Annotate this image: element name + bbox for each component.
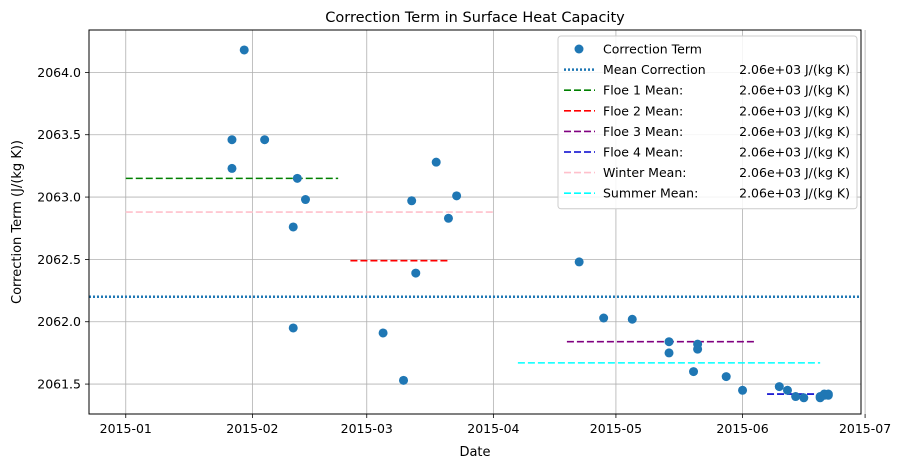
data-point — [227, 163, 237, 173]
y-tick-label: 2063.5 — [37, 127, 81, 142]
data-point — [227, 135, 237, 145]
data-point — [378, 328, 388, 338]
legend-label: Floe 4 Mean: — [603, 145, 683, 160]
y-axis-label: Correction Term (J/(kg K)) — [10, 140, 25, 304]
data-points — [227, 45, 833, 403]
x-axis-ticks: 2015-01 2015-02 2015-03 2015-04 2015-05 2015-… — [100, 414, 891, 436]
data-point — [782, 385, 792, 395]
data-point — [721, 372, 731, 382]
y-axis-ticks: 2061.5 2062.0 2062.5 2063.0 2063.5 2064.0 — [37, 65, 89, 392]
data-point — [288, 222, 298, 232]
data-point — [664, 348, 674, 358]
data-point — [574, 257, 584, 267]
data-point — [452, 191, 462, 201]
x-tick-label: 2015-02 — [226, 421, 278, 436]
y-tick-label: 2062.0 — [37, 314, 81, 329]
x-axis-label: Date — [459, 445, 490, 460]
legend-value: 2.06e+03 J/(kg K) — [739, 186, 850, 201]
y-tick-label: 2064.0 — [37, 65, 81, 80]
x-tick-label: 2015-06 — [716, 421, 768, 436]
legend-label: Mean Correction — [603, 62, 706, 77]
mean-lines — [89, 177, 861, 395]
y-tick-label: 2063.0 — [37, 190, 81, 205]
x-tick-label: 2015-04 — [467, 421, 519, 436]
x-tick-label: 2015-05 — [590, 421, 642, 436]
data-point — [260, 135, 270, 145]
data-point — [774, 382, 784, 392]
y-tick-label: 2061.5 — [37, 377, 81, 392]
data-point — [693, 344, 703, 354]
legend-label: Floe 1 Mean: — [603, 83, 683, 98]
data-point — [599, 313, 609, 323]
chart-title: Correction Term in Surface Heat Capacity — [325, 10, 625, 26]
plot-frame — [88, 29, 862, 415]
legend-marker — [574, 44, 584, 54]
legend-value: 2.06e+03 J/(kg K) — [739, 103, 850, 118]
data-point — [288, 323, 298, 333]
data-point — [292, 173, 302, 183]
data-point — [664, 337, 674, 347]
data-point — [799, 393, 809, 403]
data-point — [399, 375, 409, 385]
legend-value: 2.06e+03 J/(kg K) — [739, 145, 850, 160]
legend-value: 2.06e+03 J/(kg K) — [739, 124, 850, 139]
x-tick-label: 2015-01 — [100, 421, 152, 436]
y-tick-label: 2062.5 — [37, 252, 81, 267]
data-point — [411, 268, 421, 278]
data-point — [443, 213, 453, 223]
data-point — [431, 157, 441, 167]
data-point — [627, 314, 637, 324]
data-point — [791, 392, 801, 402]
data-point — [407, 196, 417, 206]
legend-value: 2.06e+03 J/(kg K) — [739, 83, 850, 98]
data-point — [689, 367, 699, 377]
data-point — [823, 389, 833, 399]
legend: Correction Term Mean Correction 2.06e+03 J… — [557, 35, 858, 210]
legend-box — [557, 35, 858, 210]
legend-label: Correction Term — [603, 42, 702, 57]
legend-value: 2.06e+03 J/(kg K) — [739, 62, 850, 77]
x-tick-label: 2015-07 — [839, 421, 891, 436]
data-point — [300, 195, 310, 205]
legend-value: 2.06e+03 J/(kg K) — [739, 165, 850, 180]
legend-label: Floe 2 Mean: — [603, 103, 683, 118]
legend-label: Winter Mean: — [603, 165, 686, 180]
data-point — [738, 385, 748, 395]
legend-label: Summer Mean: — [603, 186, 698, 201]
x-tick-label: 2015-03 — [341, 421, 393, 436]
data-point — [239, 45, 249, 55]
legend-label: Floe 3 Mean: — [603, 124, 683, 139]
